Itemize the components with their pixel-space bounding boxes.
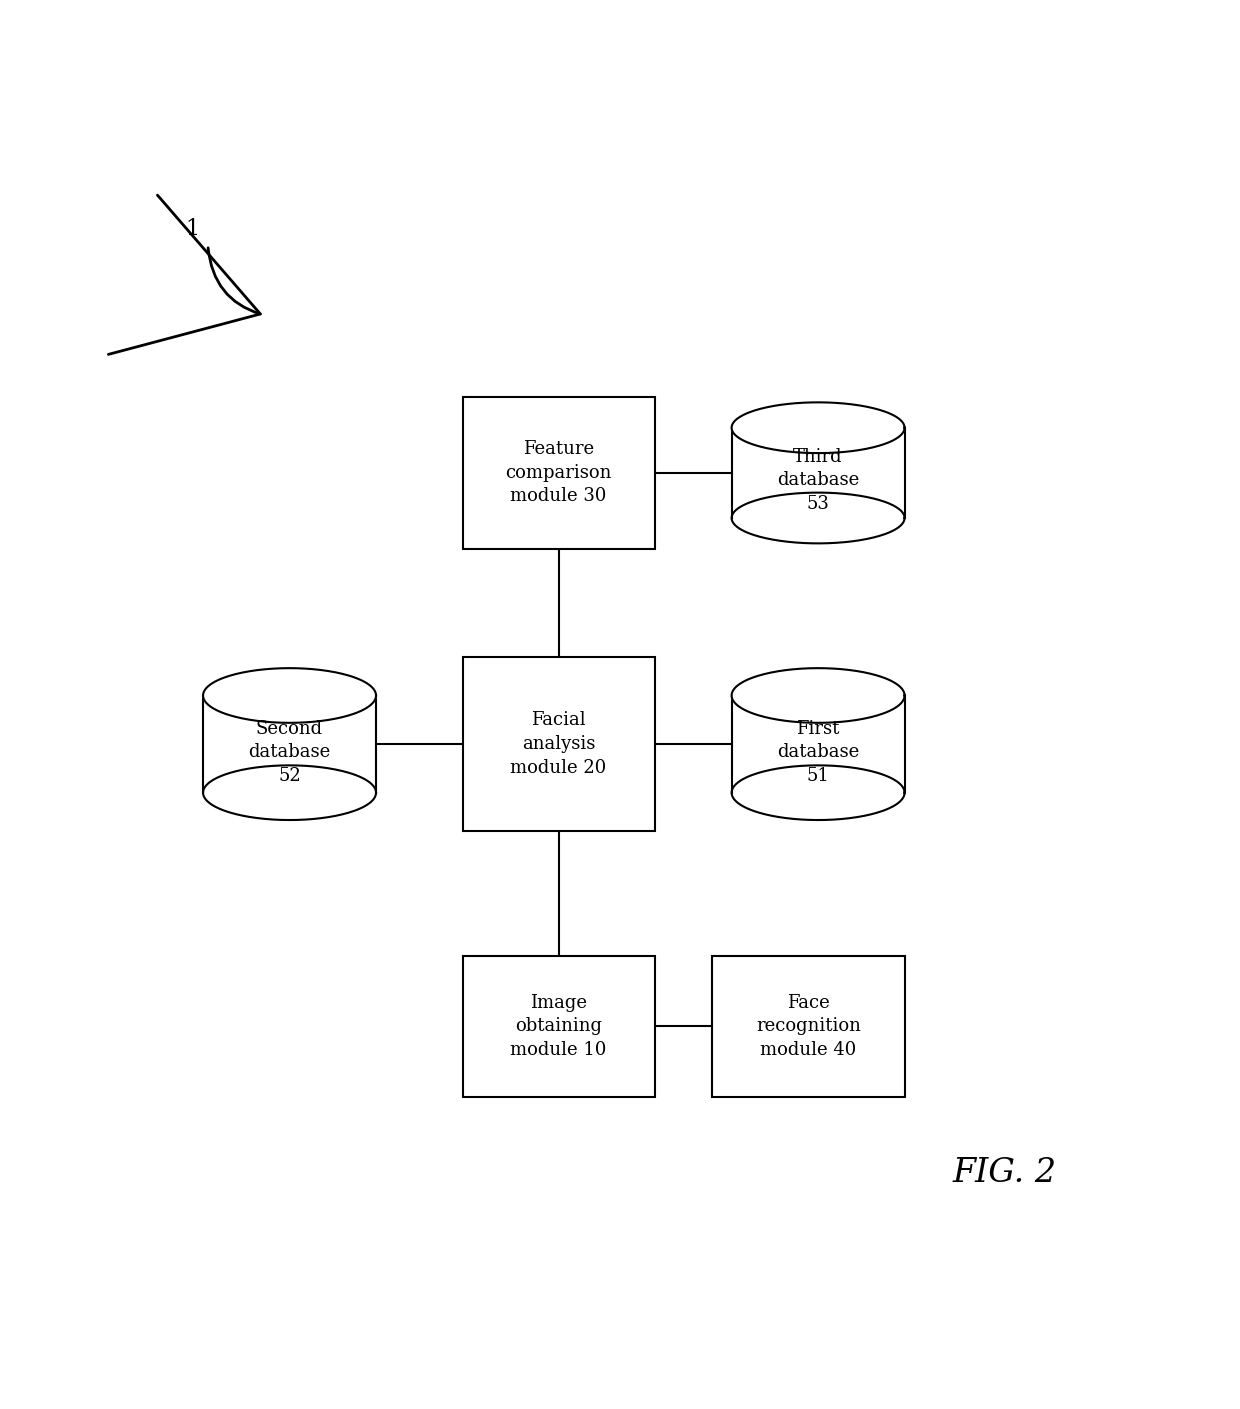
Text: Third
database
53: Third database 53 [777, 448, 859, 513]
Polygon shape [732, 403, 904, 454]
FancyArrowPatch shape [108, 194, 260, 355]
Bar [463, 397, 655, 550]
Text: Face
recognition
module 40: Face recognition module 40 [756, 993, 861, 1058]
Polygon shape [732, 493, 904, 544]
Polygon shape [203, 765, 376, 820]
Text: Feature
comparison
module 30: Feature comparison module 30 [506, 440, 611, 506]
Text: Second
database
52: Second database 52 [248, 720, 331, 785]
Text: First
database
51: First database 51 [777, 720, 859, 785]
Polygon shape [203, 668, 376, 723]
Bar [463, 657, 655, 831]
Text: FIG. 2: FIG. 2 [952, 1157, 1056, 1189]
Text: Image
obtaining
module 10: Image obtaining module 10 [511, 993, 606, 1058]
Bar [203, 696, 376, 793]
Text: 1: 1 [186, 218, 200, 240]
Polygon shape [732, 765, 904, 820]
Bar [713, 955, 905, 1096]
Text: Facial
analysis
module 20: Facial analysis module 20 [511, 712, 606, 776]
Bar [732, 428, 905, 519]
Polygon shape [732, 668, 904, 723]
Bar [463, 955, 655, 1096]
Bar [732, 696, 905, 793]
